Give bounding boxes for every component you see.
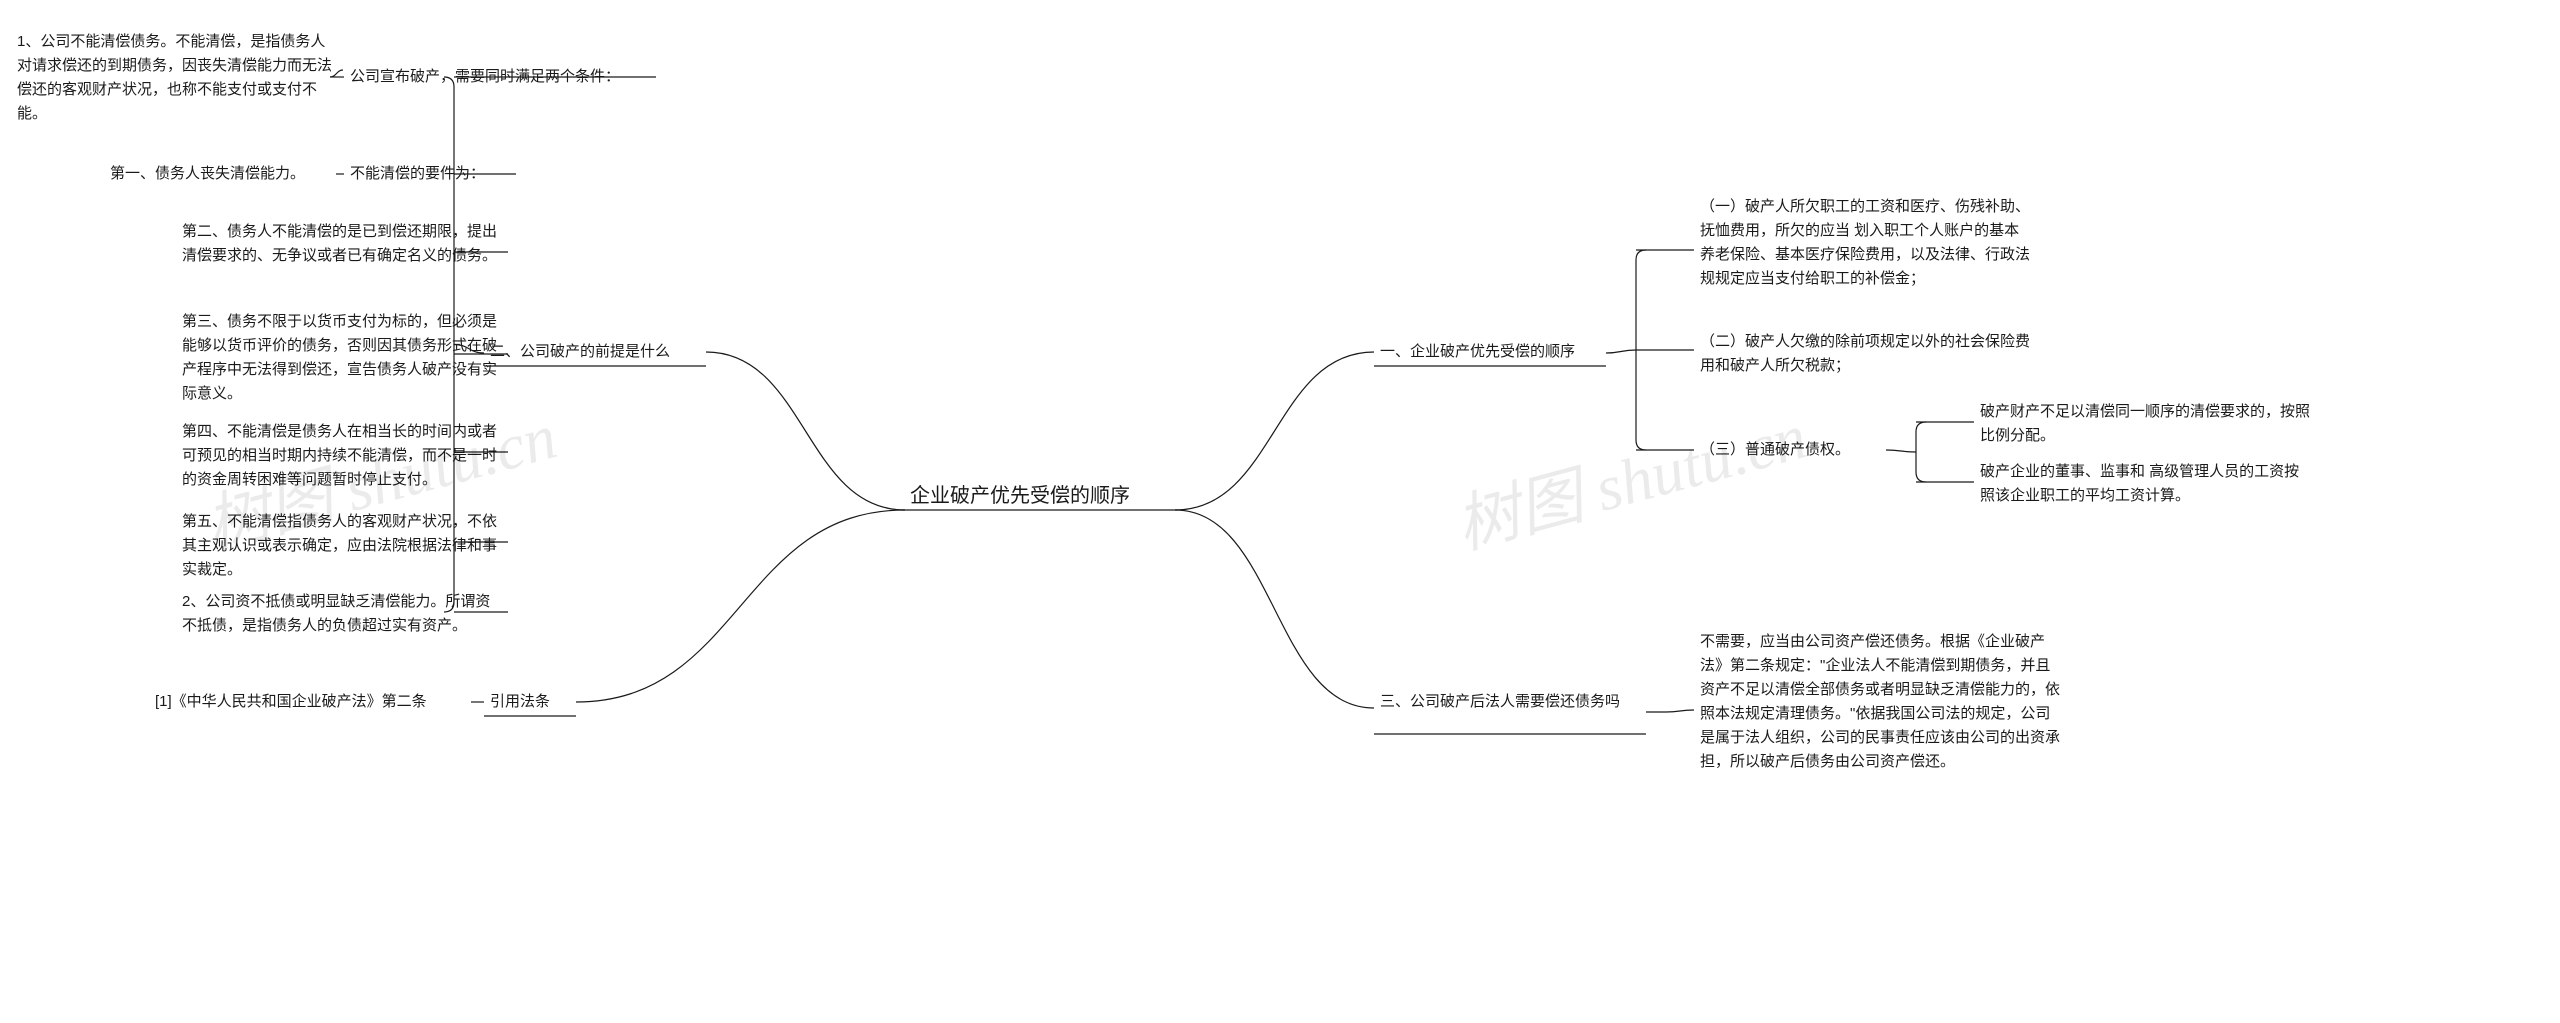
node-r2: 三、公司破产后法人需要偿还债务吗 bbox=[1380, 690, 1640, 714]
node-l1e: 第四、不能清偿是债务人在相当长的时间内或者可预见的相当时期内持续不能清偿，而不是… bbox=[182, 420, 502, 492]
node-r1c1: 破产财产不足以清偿同一顺序的清偿要求的，按照比例分配。 bbox=[1980, 400, 2310, 448]
node-r2a: 不需要，应当由公司资产偿还债务。根据《企业破产法》第二条规定："企业法人不能清偿… bbox=[1700, 630, 2060, 774]
node-r1c: （三）普通破产债权。 bbox=[1700, 438, 1880, 462]
node-l1: 二、公司破产的前提是什么 bbox=[490, 340, 700, 364]
node-l1g: 2、公司资不抵债或明显缺乏清偿能力。所谓资不抵债，是指债务人的负债超过实有资产。 bbox=[182, 590, 502, 638]
node-r1: 一、企业破产优先受偿的顺序 bbox=[1380, 340, 1600, 364]
node-r1c2: 破产企业的董事、监事和 高级管理人员的工资按照该企业职工的平均工资计算。 bbox=[1980, 460, 2310, 508]
node-l1b: 不能清偿的要件为： bbox=[350, 162, 510, 186]
node-l2: 引用法条 bbox=[490, 690, 570, 714]
node-l1f: 第五、不能清偿指债务人的客观财产状况，不依其主观认识或表示确定，应由法院根据法律… bbox=[182, 510, 502, 582]
node-l1b1: 第一、债务人丧失清偿能力。 bbox=[110, 162, 330, 186]
node-r1b: （二）破产人欠缴的除前项规定以外的社会保险费用和破产人所欠税款； bbox=[1700, 330, 2030, 378]
node-r1a: （一）破产人所欠职工的工资和医疗、伤残补助、抚恤费用，所欠的应当 划入职工个人账… bbox=[1700, 195, 2030, 291]
node-l2a: [1]《中华人民共和国企业破产法》第二条 bbox=[155, 690, 465, 714]
node-l1d: 第三、债务不限于以货币支付为标的，但必须是能够以货币评价的债务，否则因其债务形式… bbox=[182, 310, 502, 406]
node-l1c: 第二、债务人不能清偿的是已到偿还期限，提出清偿要求的、无争议或者已有确定名义的债… bbox=[182, 220, 502, 268]
center-node: 企业破产优先受偿的顺序 bbox=[910, 480, 1170, 512]
node-l1a1: 1、公司不能清偿债务。不能清偿，是指债务人对请求偿还的到期债务，因丧失清偿能力而… bbox=[17, 30, 337, 126]
node-l1a: 公司宣布破产，需要同时满足两个条件： bbox=[350, 65, 650, 89]
